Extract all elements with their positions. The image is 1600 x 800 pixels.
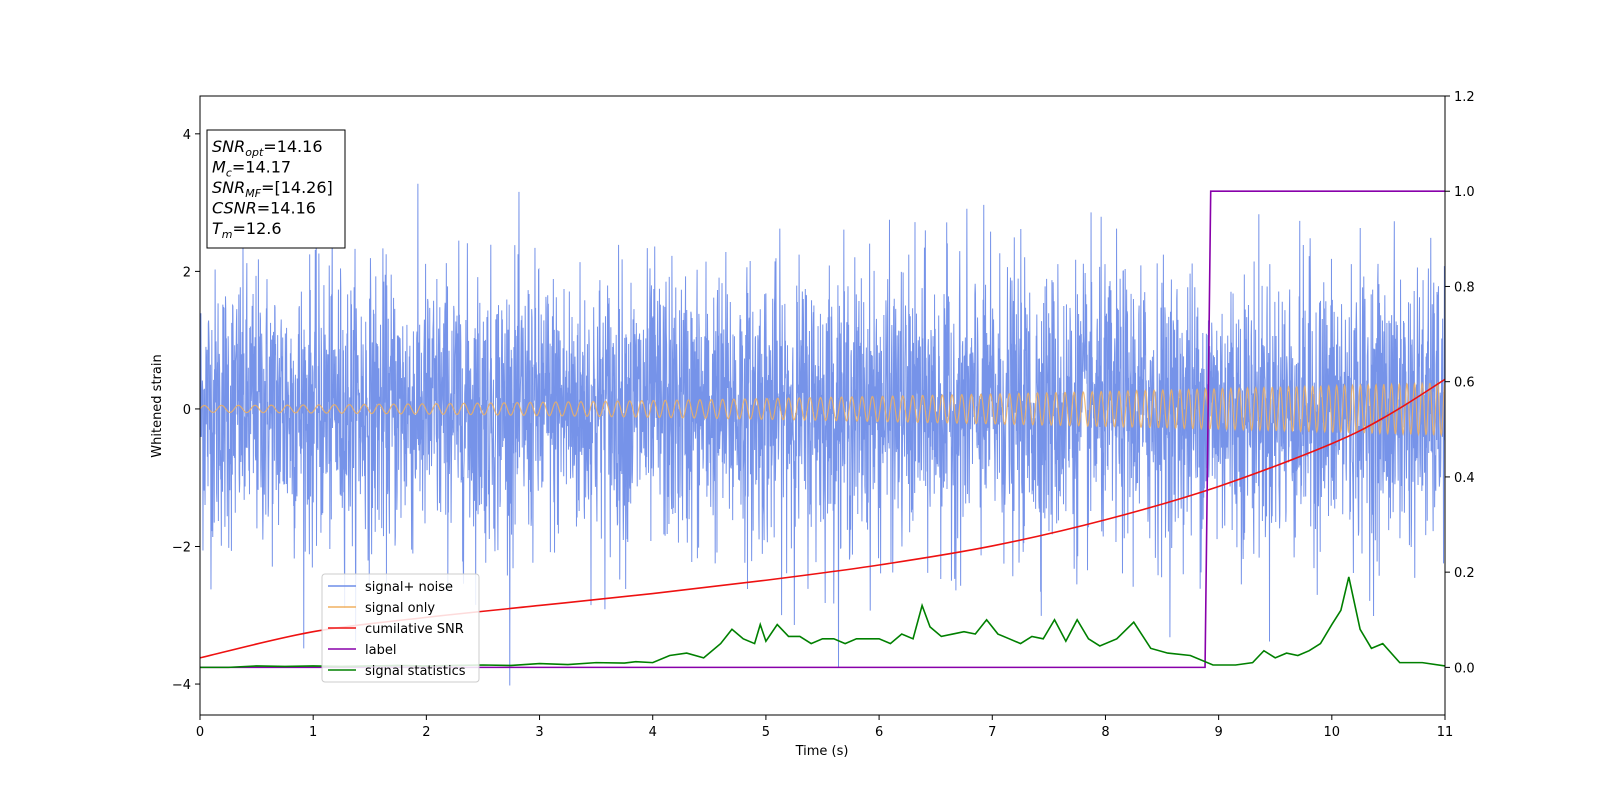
x-tick-label: 2 [422,725,430,740]
annotation-line: SNRopt=14.16 [212,137,323,159]
plot-frame [199,95,1446,716]
x-tick-label: 4 [649,725,657,740]
y-right-tick-label: 0.6 [1454,376,1475,391]
y-left-tick-label: 2 [183,265,191,280]
legend-label: signal statistics [365,664,466,679]
y-left-tick-label: −2 [172,540,191,555]
annotation-line: CSNR=14.16 [212,199,316,218]
legend-label: cumilative SNR [365,622,464,637]
y-right-tick-label: 0.8 [1454,280,1475,295]
x-tick-label: 5 [762,725,770,740]
x-tick-label: 10 [1324,725,1341,740]
legend-frame [321,573,480,683]
y-right-tick-label: 0.0 [1454,661,1475,676]
y-axis-label: Whitened strain [150,354,165,457]
x-tick-label: 8 [1101,725,1109,740]
legend-label: signal+ noise [365,580,453,595]
ticks-layer: 0 1 2 3 4 5 6 7 8 9 10 11 −4 −2 0 2 4 0.0 0.2 0.4 0.6 0.8 1.0 1… [172,90,1475,740]
legend-label: label [365,643,396,658]
legend-label: signal only [365,601,435,616]
y-right-tick-label: 0.2 [1454,566,1475,581]
y-right-tick-label: 1.2 [1454,90,1475,105]
x-tick-label: 9 [1214,725,1222,740]
x-axis-label: Time (s) [795,744,849,759]
series-signal-only-line [200,381,1445,438]
x-tick-label: 1 [309,725,317,740]
annotation-line: Mc=14.17 [212,158,291,180]
x-tick-label: 7 [988,725,996,740]
series-signal-statistics-line [200,576,1445,669]
y-right-tick-label: 0.4 [1454,471,1475,486]
annotation-box: SNRopt=14.16Mc=14.17SNRMF=[14.26]CSNR=14… [206,129,346,249]
series-label-line [200,190,1445,669]
x-tick-label: 3 [535,725,543,740]
legend: signal+ noise signal only cumilative SNR la… [321,573,480,683]
annotation-box-frame [206,129,346,249]
x-tick-label: 11 [1437,725,1454,740]
annotation-line: Tm=12.6 [212,219,282,241]
y-left-tick-label: 0 [183,403,191,418]
annotation-line: SNRMF=[14.26] [212,178,333,200]
y-left-tick-label: 4 [183,128,191,143]
x-tick-label: 0 [196,725,204,740]
x-tick-label: 6 [875,725,883,740]
y-left-tick-label: −4 [172,678,191,693]
y-right-tick-label: 1.0 [1454,185,1475,200]
